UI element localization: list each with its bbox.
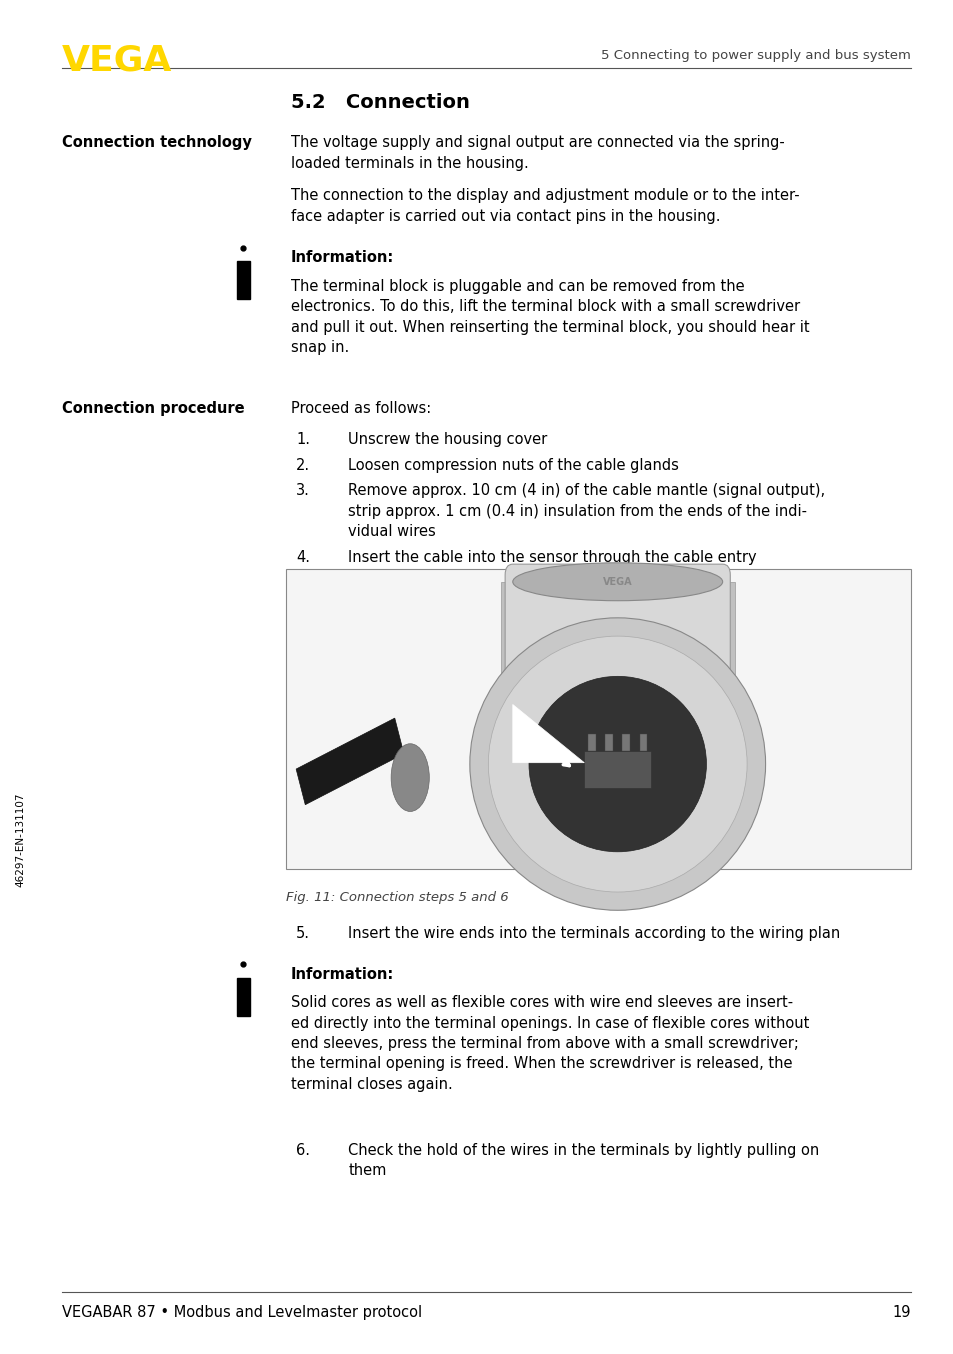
- Ellipse shape: [391, 743, 429, 811]
- Text: The voltage supply and signal output are connected via the spring-
loaded termin: The voltage supply and signal output are…: [291, 135, 784, 171]
- Bar: [621, 734, 629, 750]
- FancyBboxPatch shape: [505, 565, 730, 742]
- Text: 2.: 2.: [295, 458, 310, 473]
- Bar: [583, 750, 650, 788]
- Text: Information:: Information:: [291, 250, 394, 265]
- Text: Insert the wire ends into the terminals according to the wiring plan: Insert the wire ends into the terminals …: [348, 926, 840, 941]
- FancyBboxPatch shape: [286, 569, 910, 869]
- Ellipse shape: [469, 617, 764, 910]
- Bar: [639, 734, 646, 750]
- Text: 4.: 4.: [295, 550, 310, 565]
- Text: VEGA: VEGA: [62, 43, 172, 77]
- Text: 19: 19: [892, 1305, 910, 1320]
- Text: The connection to the display and adjustment module or to the inter-
face adapte: The connection to the display and adjust…: [291, 188, 799, 223]
- Text: 46297-EN-131107: 46297-EN-131107: [15, 792, 25, 887]
- Text: Insert the cable into the sensor through the cable entry: Insert the cable into the sensor through…: [348, 550, 756, 565]
- Polygon shape: [512, 704, 583, 762]
- Text: Remove approx. 10 cm (4 in) of the cable mantle (signal output),
strip approx. 1: Remove approx. 10 cm (4 in) of the cable…: [348, 483, 824, 539]
- Bar: [722, 582, 734, 751]
- Text: Fig. 11: Connection steps 5 and 6: Fig. 11: Connection steps 5 and 6: [286, 891, 508, 904]
- Text: 3.: 3.: [295, 483, 310, 498]
- Text: 5 Connecting to power supply and bus system: 5 Connecting to power supply and bus sys…: [600, 49, 910, 62]
- Bar: [604, 734, 612, 750]
- Text: 6.: 6.: [295, 1143, 310, 1158]
- Text: Solid cores as well as flexible cores with wire end sleeves are insert-
ed direc: Solid cores as well as flexible cores wi…: [291, 995, 808, 1091]
- Text: Connection technology: Connection technology: [62, 135, 252, 150]
- Bar: [500, 582, 512, 751]
- Text: Check the hold of the wires in the terminals by lightly pulling on
them: Check the hold of the wires in the termi…: [348, 1143, 819, 1178]
- Bar: [236, 978, 250, 1016]
- Text: Loosen compression nuts of the cable glands: Loosen compression nuts of the cable gla…: [348, 458, 679, 473]
- Text: 5.2   Connection: 5.2 Connection: [291, 93, 469, 112]
- Text: 5.: 5.: [295, 926, 310, 941]
- Ellipse shape: [488, 636, 746, 892]
- Ellipse shape: [513, 563, 721, 601]
- Bar: [236, 261, 250, 299]
- Text: VEGA: VEGA: [602, 577, 632, 586]
- Text: VEGABAR 87 • Modbus and Levelmaster protocol: VEGABAR 87 • Modbus and Levelmaster prot…: [62, 1305, 421, 1320]
- Bar: [587, 734, 595, 750]
- Text: The terminal block is pluggable and can be removed from the
electronics. To do t: The terminal block is pluggable and can …: [291, 279, 809, 355]
- Text: Unscrew the housing cover: Unscrew the housing cover: [348, 432, 547, 447]
- Text: Connection procedure: Connection procedure: [62, 401, 244, 416]
- Ellipse shape: [528, 677, 705, 852]
- Text: Proceed as follows:: Proceed as follows:: [291, 401, 431, 416]
- Text: 1.: 1.: [295, 432, 310, 447]
- Text: Information:: Information:: [291, 967, 394, 982]
- Bar: [295, 718, 403, 804]
